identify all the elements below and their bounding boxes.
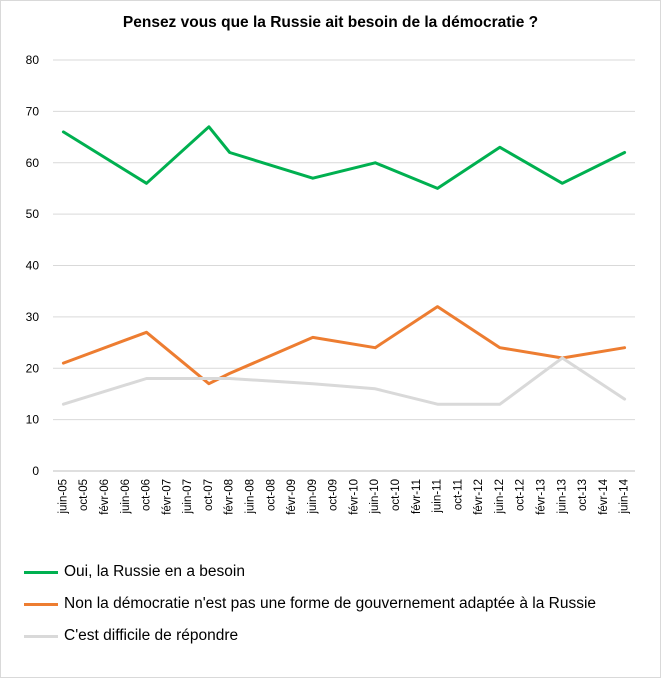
x-tick-label: oct-12 (515, 479, 527, 511)
x-tick-label: juin-13 (556, 479, 568, 515)
x-axis-tick-labels: juin-05 oct-05 févr-06 juin-06 oct-06 févr-07… (57, 478, 630, 514)
x-tick-label: oct-13 (577, 479, 589, 511)
x-tick-label: févr-11 (411, 479, 423, 514)
y-axis-tick-labels: 0 10 20 30 40 50 60 70 80 (26, 53, 40, 478)
x-tick-label: juin-11 (432, 479, 444, 514)
y-tick-label: 0 (32, 464, 39, 478)
x-tick-label: févr-12 (473, 479, 485, 515)
series-line (61, 356, 627, 406)
x-tick-label: févr-09 (286, 479, 298, 515)
legend-item: Oui, la Russie en a besoin (24, 556, 596, 588)
legend-swatch (24, 602, 58, 606)
x-tick-label: oct-08 (265, 479, 277, 511)
x-tick-label: févr-07 (161, 479, 173, 515)
x-tick-label: juin-05 (57, 479, 69, 515)
x-tick-label: oct-07 (203, 479, 215, 511)
x-tick-label: févr-13 (535, 479, 547, 515)
y-tick-label: 70 (26, 104, 40, 118)
x-tick-label: oct-05 (78, 479, 90, 511)
y-tick-label: 10 (26, 413, 40, 427)
series-line (61, 125, 627, 190)
x-tick-label: févr-10 (348, 479, 360, 515)
x-tick-label: févr-06 (99, 479, 111, 515)
y-tick-label: 40 (26, 259, 40, 273)
legend-label: C'est difficile de répondre (64, 627, 239, 644)
x-tick-label: févr-14 (598, 478, 610, 514)
y-tick-label: 60 (26, 156, 40, 170)
series-lines (61, 125, 627, 406)
legend-label: Non la démocratie n'est pas une forme de… (64, 595, 597, 612)
legend-label: Oui, la Russie en a besoin (64, 563, 245, 580)
x-tick-label: oct-09 (328, 479, 340, 511)
y-tick-label: 50 (26, 207, 40, 221)
legend: Oui, la Russie en a besoin Non la démocra… (24, 556, 596, 652)
x-tick-label: oct-10 (390, 479, 402, 511)
x-tick-label: févr-08 (224, 479, 236, 515)
legend-swatch (24, 634, 58, 638)
x-tick-label: juin-12 (494, 479, 506, 515)
y-tick-label: 80 (26, 53, 40, 67)
legend-swatch (24, 570, 58, 574)
x-tick-label: juin-06 (120, 479, 132, 515)
gridlines (53, 59, 635, 472)
y-tick-label: 20 (26, 361, 40, 375)
x-tick-label: oct-06 (141, 479, 153, 511)
y-tick-label: 30 (26, 310, 40, 324)
x-tick-label: juin-09 (307, 479, 319, 515)
x-tick-label: juin-07 (182, 479, 194, 515)
legend-item: C'est difficile de répondre (24, 620, 596, 652)
x-tick-label: juin-08 (244, 479, 256, 515)
series-line (61, 305, 627, 386)
legend-item: Non la démocratie n'est pas une forme de… (24, 588, 596, 620)
x-tick-label: oct-11 (452, 479, 464, 510)
x-tick-label: juin-10 (369, 479, 381, 515)
x-tick-label: juin-14 (619, 478, 631, 514)
chart-title: Pensez vous que la Russie ait besoin de … (122, 14, 539, 31)
